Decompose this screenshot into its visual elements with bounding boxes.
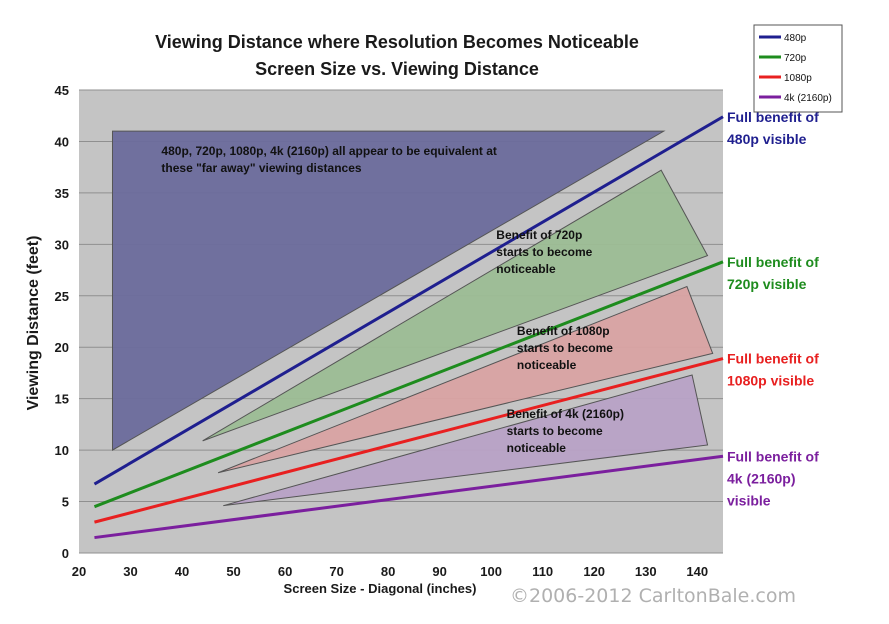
region-label-3-1: starts to become	[507, 424, 603, 438]
series-lines	[93, 115, 724, 540]
end-label-1-1: 720p visible	[727, 276, 807, 292]
y-tick-10: 10	[55, 443, 69, 458]
series-line-2	[94, 357, 724, 524]
x-axis-title: Screen Size - Diagonal (inches)	[284, 581, 477, 596]
end-label-1-0: Full benefit of	[727, 254, 819, 270]
region-label-1-1: starts to become	[496, 245, 592, 259]
y-tick-15: 15	[55, 392, 69, 407]
x-tick-40: 40	[175, 564, 189, 579]
y-tick-45: 45	[55, 83, 69, 98]
end-labels: Full benefit of 480p visible Full benefit …	[727, 109, 819, 509]
region-label-2-2: noticeable	[517, 358, 577, 372]
region-3	[223, 374, 709, 507]
region-label-1-0: Benefit of 720p	[496, 228, 582, 242]
y-tick-30: 30	[55, 237, 69, 252]
x-tick-80: 80	[381, 564, 395, 579]
x-tick-70: 70	[329, 564, 343, 579]
legend-label-2: 1080p	[784, 73, 812, 84]
y-tick-0: 0	[62, 546, 69, 561]
legend-label-0: 480p	[784, 33, 807, 44]
end-label-0-1: 480p visible	[727, 131, 807, 147]
region-1	[202, 169, 709, 442]
x-tick-30: 30	[123, 564, 137, 579]
region-label-3-0: Benefit of 4k (2160p)	[507, 407, 624, 421]
end-label-3-0: Full benefit of	[727, 448, 819, 464]
regions	[111, 130, 714, 507]
copyright-watermark: ©2006-2012 CarltonBale.com	[510, 585, 796, 607]
region-label-2-0: Benefit of 1080p	[517, 324, 610, 338]
y-axis-title: Viewing Distance (feet)	[25, 236, 42, 411]
x-tick-90: 90	[432, 564, 446, 579]
end-label-2-0: Full benefit of	[727, 351, 819, 367]
region-label-0-1: these "far away" viewing distances	[161, 161, 361, 175]
end-label-0-0: Full benefit of	[727, 109, 819, 125]
region-label-2-1: starts to become	[517, 341, 613, 355]
x-tick-60: 60	[278, 564, 292, 579]
tick-labels: 0 5 10 15 20 25 30 35 40 45 20 30 40 50 60 70 80 90 100 110…	[55, 83, 709, 579]
end-label-2-1: 1080p visible	[727, 373, 814, 389]
legend: 480p 720p 1080p 4k (2160p)	[753, 24, 843, 113]
x-tick-130: 130	[635, 564, 657, 579]
chart-title: Viewing Distance where Resolution Become…	[155, 32, 639, 52]
x-tick-20: 20	[72, 564, 86, 579]
region-labels: 480p, 720p, 1080p, 4k (2160p) all appear…	[161, 144, 624, 455]
legend-label-1: 720p	[784, 53, 807, 64]
legend-label-3: 4k (2160p)	[784, 93, 832, 104]
x-tick-50: 50	[226, 564, 240, 579]
y-tick-5: 5	[62, 495, 69, 510]
chart-subtitle: Screen Size vs. Viewing Distance	[255, 59, 539, 79]
region-2	[217, 285, 714, 474]
region-label-3-2: noticeable	[507, 441, 567, 455]
region-0	[111, 130, 666, 451]
y-tick-40: 40	[55, 134, 69, 149]
x-tick-140: 140	[686, 564, 708, 579]
y-tick-25: 25	[55, 289, 69, 304]
y-tick-35: 35	[55, 186, 69, 201]
x-tick-120: 120	[583, 564, 605, 579]
series-line-3	[94, 454, 724, 540]
region-label-1-2: noticeable	[496, 262, 556, 276]
region-label-0-0: 480p, 720p, 1080p, 4k (2160p) all appear…	[161, 144, 496, 158]
y-tick-20: 20	[55, 340, 69, 355]
x-tick-100: 100	[480, 564, 502, 579]
series-line-0	[93, 115, 724, 486]
end-label-3-1: 4k (2160p)	[727, 470, 795, 486]
x-tick-110: 110	[532, 564, 553, 579]
end-label-3-2: visible	[727, 492, 771, 508]
series-line-1	[93, 260, 724, 509]
